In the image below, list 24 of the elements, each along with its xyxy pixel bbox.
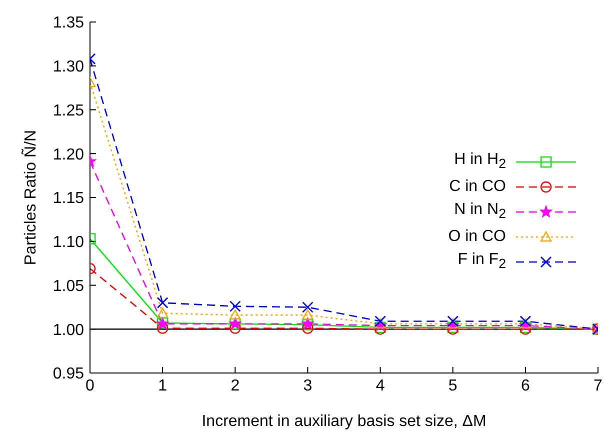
y-tick-label: 1.05 [52, 278, 84, 295]
x-tick-label: 4 [376, 377, 385, 394]
y-tick-label: 1.20 [52, 146, 84, 164]
y-tick-label: 1.10 [52, 234, 84, 252]
y-tick-label: 1.25 [52, 102, 84, 120]
legend-label: H in H$_{2}$ [454, 150, 506, 174]
y-axis-title: Particles Ratio Ñ/N [20, 130, 40, 266]
x-tick-label: 2 [230, 377, 240, 394]
x-tick-label: 1 [158, 377, 168, 394]
legend-label: F in F$_{2}$ [458, 250, 506, 274]
y-tick-label: 1.15 [52, 190, 84, 208]
legend-label: C in CO [449, 177, 506, 198]
y-tick-label: 1.00 [52, 322, 84, 339]
y-tick-label: 1.35 [52, 14, 84, 32]
x-tick-label: 3 [303, 377, 312, 394]
x-axis-title: Increment in auxiliary basis set size, ΔM [202, 413, 486, 430]
y-tick-label: 1.30 [52, 58, 84, 76]
x-tick-label: 0 [86, 377, 95, 394]
x-tick-label: 6 [520, 377, 530, 394]
y-tick-label: 0.95 [52, 366, 84, 383]
legend-label: N in N$_{2}$ [454, 200, 506, 224]
x-tick-label: 5 [448, 377, 458, 394]
x-tick-label: 7 [594, 377, 603, 394]
legend-label: O in CO [448, 227, 506, 248]
